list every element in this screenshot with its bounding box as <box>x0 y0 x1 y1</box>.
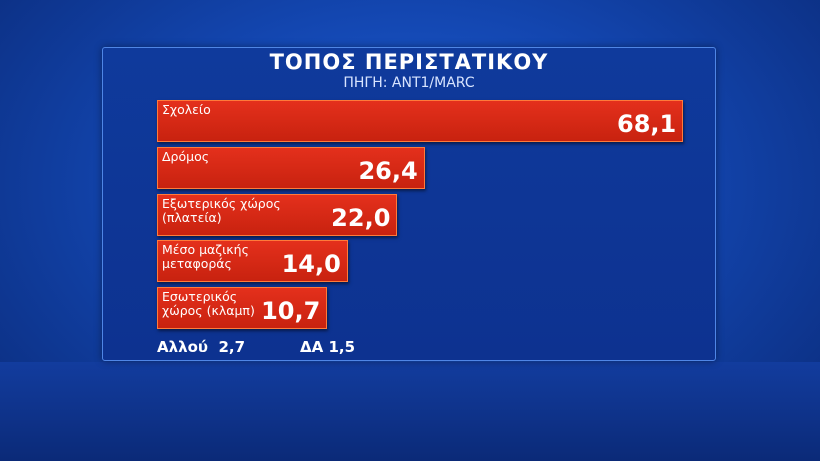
category-label: Εσωτερικός χώρος (κλαμπ) <box>162 289 255 319</box>
bar: Σχολείο 68,1 <box>157 100 684 142</box>
value-label: 14,0 <box>281 250 341 279</box>
category-label: Εξωτερικός χώρος (πλατεία) <box>162 195 281 225</box>
value-label: 26,4 <box>358 156 418 185</box>
category-label: Μέσο μαζικής μεταφοράς <box>162 242 249 272</box>
category-label: Σχολείο <box>162 102 211 117</box>
bar: Δρόμος 26,4 <box>157 146 425 189</box>
bar: Εξωτερικός χώρος (πλατεία) 22,0 <box>157 193 398 236</box>
bar: Εσωτερικός χώρος (κλαμπ) 10,7 <box>157 287 328 330</box>
category-label: Δρόμος <box>162 148 210 164</box>
value-label: 22,0 <box>331 203 391 232</box>
chart-title: ΤΟΠΟΣ ΠΕΡΙΣΤΑΤΙΚΟΥ <box>269 50 549 74</box>
bar: Μέσο μαζικής μεταφοράς 14,0 <box>157 240 348 283</box>
footnote: ΔΑ 1,5 <box>300 338 356 356</box>
value-label: 10,7 <box>261 297 321 326</box>
floor <box>0 362 820 461</box>
value-label: 68,1 <box>617 110 677 138</box>
chart-subtitle: ΠΗΓΗ: ΑΝΤ1/MARC <box>343 75 475 91</box>
footnote: Αλλού 2,7 <box>157 338 246 356</box>
